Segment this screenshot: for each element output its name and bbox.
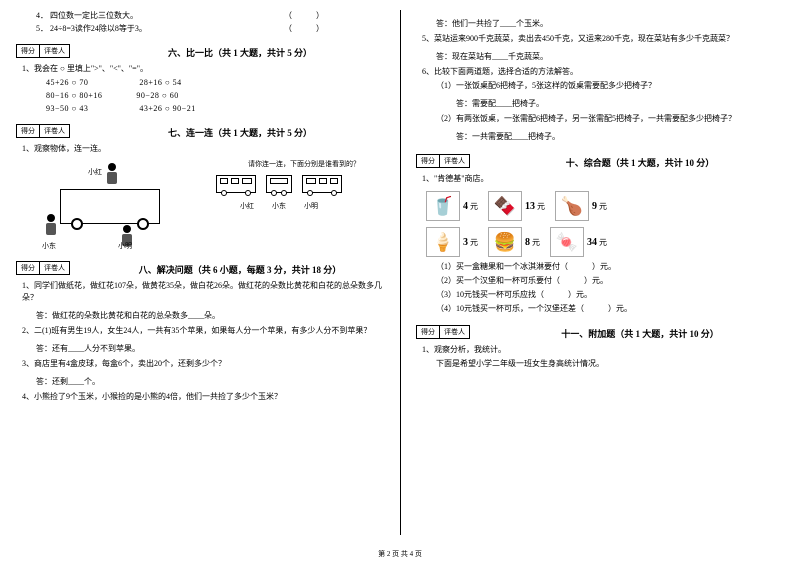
q8-3: 3、商店里有4盒皮球，每盒6个，卖出20个，还剩多少个？ — [22, 358, 384, 370]
label-hong: 小红 — [88, 167, 102, 177]
section-8-title: 八、解决问题（共 6 小题，每题 3 分，共计 18 分） — [96, 263, 384, 276]
q10-s4: （4）10元钱买一杯可乐，一个汉堡还差（ ）元。 — [436, 303, 784, 315]
name-hong: 小红 — [240, 201, 254, 211]
section-7-title: 七、连一连（共 1 大题，共计 5 分） — [96, 126, 384, 139]
name-dong: 小东 — [272, 201, 286, 211]
food-row-2: 🍦 3 元 🍔 8 元 🍬 34 元 — [426, 227, 784, 257]
view-options: 请你连一连，下面分别是谁看到的？ 小红 小东 小明 — [198, 159, 360, 249]
label-ming: 小明 — [118, 241, 132, 251]
q6-row-2: 93−50 ○ 43 43+26 ○ 90−21 — [46, 103, 384, 114]
q8-2: 2、二(1)班有男生19人，女生24人，一共有35个苹果，如果每人分一个苹果，有… — [22, 325, 384, 337]
score-box-6: 得分 评卷人 — [16, 44, 70, 58]
wheel-icon — [137, 218, 149, 230]
grader-label: 评卷人 — [440, 155, 469, 167]
name-row: 小红 小东 小明 — [198, 201, 360, 211]
q8-6: 6、比较下面两道题，选择合适的方法解答。 — [422, 66, 784, 78]
bus-side-view-icon — [216, 175, 256, 193]
burger-icon: 🍔 — [488, 227, 522, 257]
q8-6-2-ans: 答：一共需要配____把椅子。 — [456, 131, 784, 142]
grader-label: 评卷人 — [40, 45, 69, 57]
score-box-10: 得分 评卷人 — [416, 154, 470, 168]
food-burger: 🍔 8 元 — [488, 227, 540, 257]
label-dong: 小东 — [42, 241, 56, 251]
food-chocolate: 🍫 13 元 — [488, 191, 545, 221]
bus-front-view-icon — [266, 175, 292, 193]
q6-row-0: 45+26 ○ 70 28+16 ○ 54 — [46, 77, 384, 88]
score-box-7: 得分 评卷人 — [16, 124, 70, 138]
q11-sub: 下面是希望小学二年级一班女生身高统计情况。 — [436, 358, 784, 370]
q8-4-ans: 答：他们一共捡了____个玉米。 — [436, 18, 784, 29]
q8-6-2: （2）有两张饭桌，一张需配6把椅子，另一张需配5把椅子，一共需要配多少把椅子？ — [436, 113, 784, 125]
food-icecream: 🍦 3 元 — [426, 227, 478, 257]
q10-s1: （1）买一盒糖果和一个冰淇淋要付（ ）元。 — [436, 261, 784, 273]
tf5-paren: （ ） — [284, 23, 324, 34]
person-hong-icon — [105, 163, 119, 185]
score-label: 得分 — [17, 262, 40, 274]
bus-side-view-icon — [302, 175, 342, 193]
tf5-num: 5． — [36, 24, 48, 33]
q6-row-1: 80−16 ○ 80+16 90−28 ○ 60 — [46, 90, 384, 101]
q10-stem: 1、"肯德基"商店。 — [422, 173, 784, 185]
icecream-icon: 🍦 — [426, 227, 460, 257]
q10-s2: （2）买一个汉堡和一杯可乐要付（ ）元。 — [436, 275, 784, 287]
q8-5: 5、菜站运来900千克蔬菜，卖出去450千克，又运来280千克，现在菜站有多少千… — [422, 33, 784, 45]
grader-label: 评卷人 — [440, 326, 469, 338]
q8-5-ans: 答：现在菜站有____千克蔬菜。 — [436, 51, 784, 62]
q8-6-1: （1）一张饭桌配6把椅子，5张这样的饭桌需要配多少把椅子？ — [436, 80, 784, 92]
score-label: 得分 — [417, 326, 440, 338]
score-box-11: 得分 评卷人 — [416, 325, 470, 339]
q8-2-ans: 答：还有____人分不到苹果。 — [36, 343, 384, 354]
left-column: 4． 四位数一定比三位数大。 （ ） 5． 24÷8=3读作24除以8等于3。 … — [0, 0, 400, 565]
price-cola: 4 元 — [463, 201, 478, 212]
chocolate-icon: 🍫 — [488, 191, 522, 221]
wheel-icon — [71, 218, 83, 230]
tf5-text: 24÷8=3读作24除以8等于3。 — [50, 24, 147, 33]
tf-item-5: 5． 24÷8=3读作24除以8等于3。 （ ） — [36, 23, 384, 34]
view-prompt: 请你连一连，下面分别是谁看到的？ — [198, 159, 360, 169]
grader-label: 评卷人 — [40, 125, 69, 137]
scene-illustration: 小红 小东 小明 — [40, 159, 190, 249]
bus-icon — [60, 189, 160, 224]
q8-1: 1、同学们做纸花，做红花107朵，做黄花35朵，做白花26朵。做红花的朵数比黄花… — [22, 280, 384, 304]
chicken-icon: 🍗 — [555, 191, 589, 221]
food-candy: 🍬 34 元 — [550, 227, 607, 257]
cola-icon: 🥤 — [426, 191, 460, 221]
view-row — [198, 175, 360, 193]
tf-item-4: 4． 四位数一定比三位数大。 （ ） — [36, 10, 384, 21]
price-candy: 34 元 — [587, 237, 607, 248]
section-6-title: 六、比一比（共 1 大题，共计 5 分） — [96, 46, 384, 59]
right-column: 答：他们一共捡了____个玉米。 5、菜站运来900千克蔬菜，卖出去450千克，… — [400, 0, 800, 565]
grader-label: 评卷人 — [40, 262, 69, 274]
q11-stem: 1、观察分析，我统计。 — [422, 344, 784, 356]
q7-figure: 小红 小东 小明 请你连一连，下面分别是谁看到的？ — [40, 159, 360, 249]
price-icecream: 3 元 — [463, 237, 478, 248]
q8-4: 4、小熊捡了9个玉米，小猴捡的是小熊的4倍，他们一共捡了多少个玉米？ — [22, 391, 384, 403]
section-10-title: 十、综合题（共 1 大题，共计 10 分） — [496, 156, 784, 169]
food-row-1: 🥤 4 元 🍫 13 元 🍗 9 元 — [426, 191, 784, 221]
q7-stem: 1、观察物体，连一连。 — [22, 143, 384, 155]
score-label: 得分 — [17, 45, 40, 57]
score-label: 得分 — [417, 155, 440, 167]
name-ming: 小明 — [304, 201, 318, 211]
q6-stem: 1、我会在 ○ 里填上">"、"<"、"="。 — [22, 63, 384, 75]
person-dong-icon — [44, 214, 58, 236]
food-cola: 🥤 4 元 — [426, 191, 478, 221]
q8-6-1-ans: 答：需要配____把椅子。 — [456, 98, 784, 109]
score-label: 得分 — [17, 125, 40, 137]
section-11-title: 十一、附加题（共 1 大题，共计 10 分） — [496, 327, 784, 340]
tf4-text: 四位数一定比三位数大。 — [50, 11, 138, 20]
price-chocolate: 13 元 — [525, 201, 545, 212]
tf4-paren: （ ） — [284, 10, 324, 21]
tf4-num: 4． — [36, 11, 48, 20]
price-burger: 8 元 — [525, 237, 540, 248]
score-box-8: 得分 评卷人 — [16, 261, 70, 275]
page-footer: 第 2 页 共 4 页 — [0, 549, 800, 559]
q8-3-ans: 答：还剩____个。 — [36, 376, 384, 387]
q10-s3: （3）10元钱买一杯可乐应找（ ）元。 — [436, 289, 784, 301]
food-chicken: 🍗 9 元 — [555, 191, 607, 221]
candy-icon: 🍬 — [550, 227, 584, 257]
q8-1-ans: 答：做红花的朵数比黄花和白花的总朵数多____朵。 — [36, 310, 384, 321]
price-chicken: 9 元 — [592, 201, 607, 212]
